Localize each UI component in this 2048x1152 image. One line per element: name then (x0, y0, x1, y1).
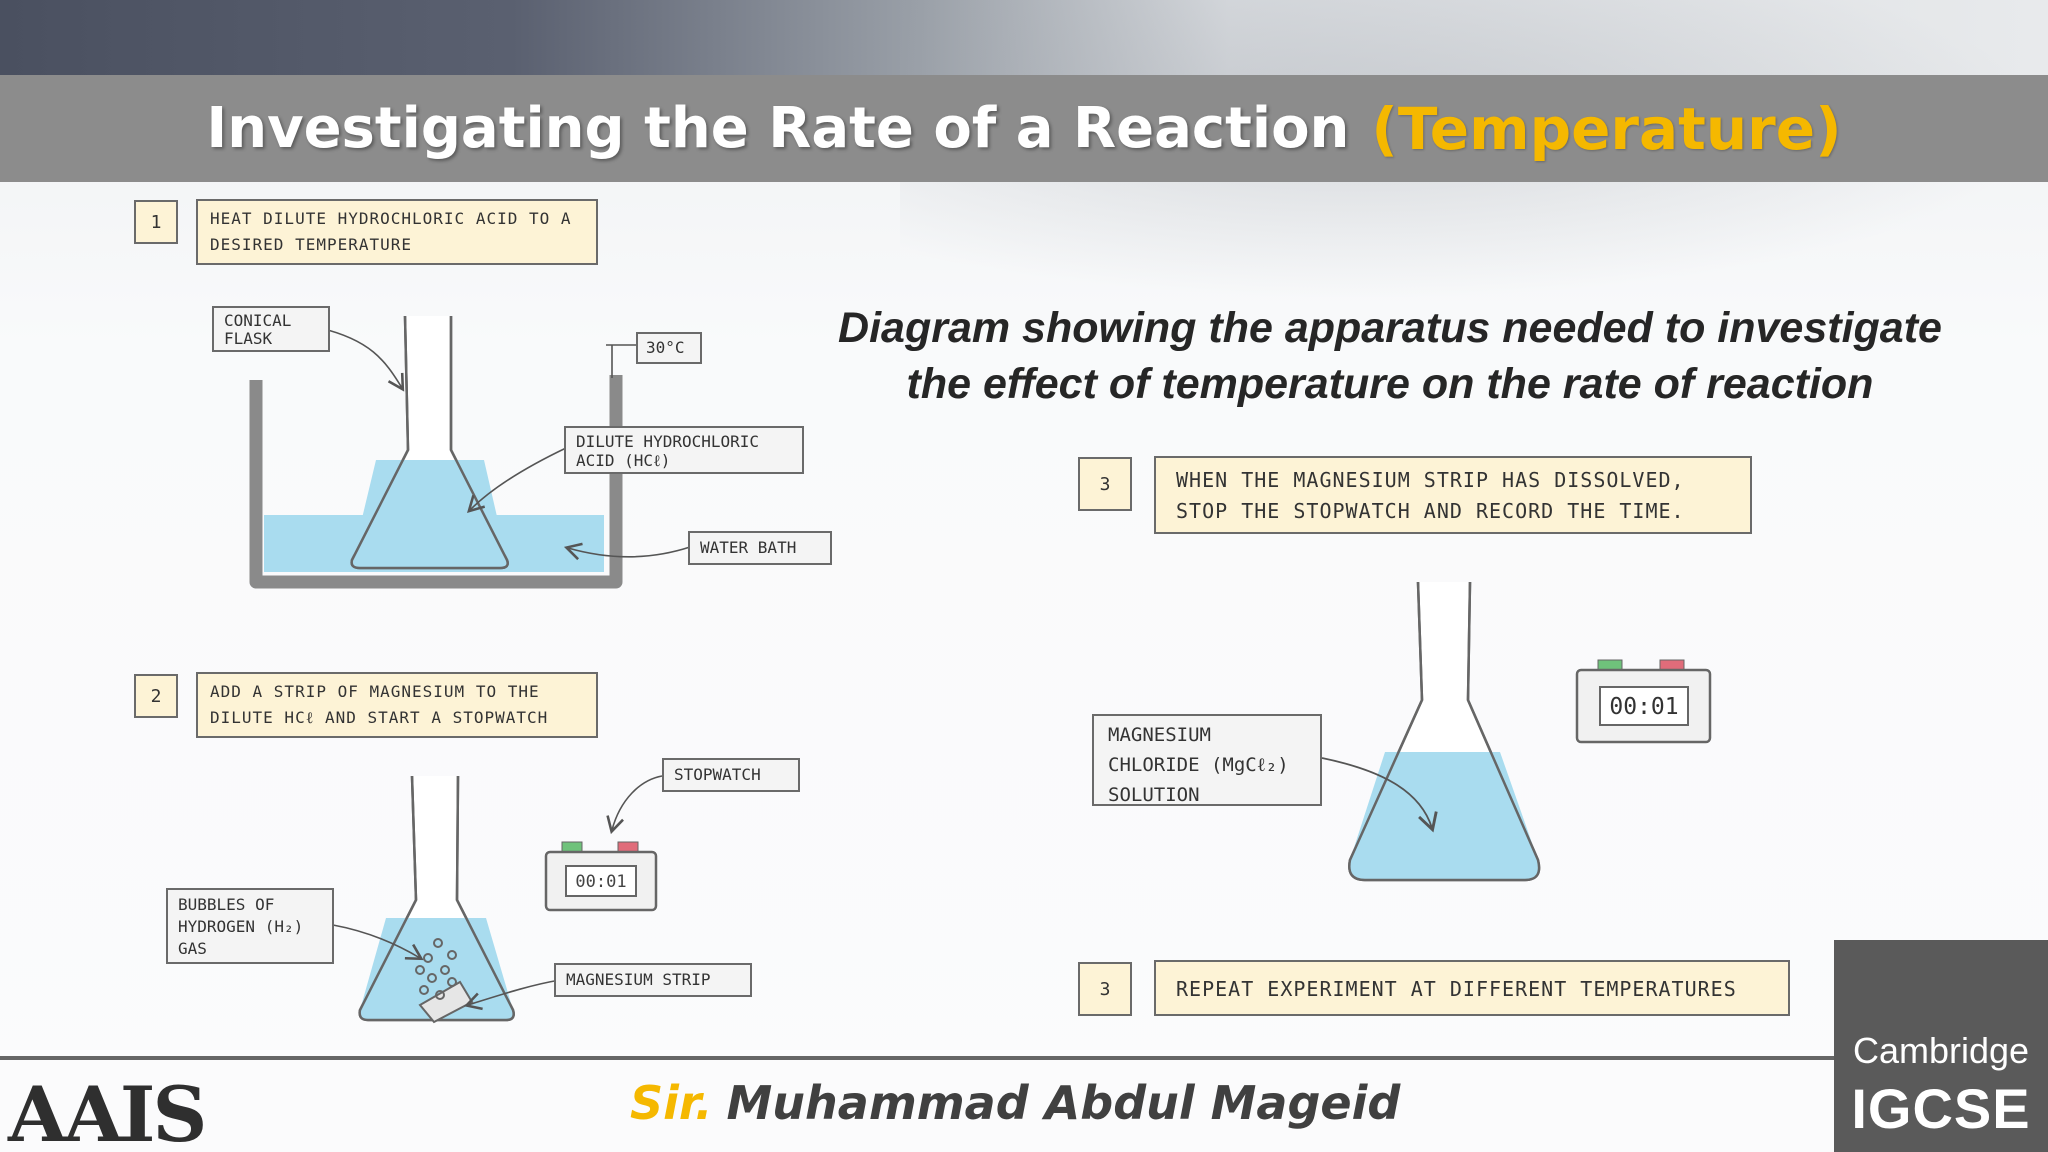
step-2-line-2: DILUTE HCℓ AND START A STOPWATCH (210, 708, 549, 727)
step-3-instruction: WHEN THE MAGNESIUM STRIP HAS DISSOLVED, … (1154, 456, 1752, 534)
title-bar: Investigating the Rate of a Reaction (Te… (0, 75, 2048, 182)
badge-igcse: IGCSE (1851, 1077, 2031, 1140)
diagram-caption: Diagram showing the apparatus needed to … (780, 300, 2000, 412)
author-prefix: Sir. (630, 1076, 713, 1130)
water-bath-setup (249, 315, 691, 589)
flask-3-solution (1349, 752, 1540, 880)
label-hydrogen-bubbles: BUBBLES OF HYDROGEN (H₂) GAS (166, 888, 334, 964)
stopwatch-large: 00:01 (1575, 659, 1712, 744)
label-magnesium-strip: MAGNESIUM STRIP (554, 963, 752, 997)
step-4-instruction: REPEAT EXPERIMENT AT DIFFERENT TEMPERATU… (1154, 960, 1790, 1016)
step-4-line-1: REPEAT EXPERIMENT AT DIFFERENT TEMPERATU… (1176, 977, 1737, 1001)
stopwatch-small-time: 00:01 (575, 872, 626, 892)
label-stopwatch: STOPWATCH (662, 758, 800, 792)
step-2-line-1: ADD A STRIP OF MAGNESIUM TO THE (210, 682, 540, 701)
hydrogen-bubbles (415, 938, 457, 1000)
stopwatch-large-time: 00:01 (1609, 694, 1678, 720)
footer-divider (0, 1056, 1840, 1060)
step-2-number: 2 (134, 674, 178, 718)
caption-line-1: Diagram showing the apparatus needed to … (838, 304, 1942, 352)
step-3-number: 3 (1078, 457, 1132, 511)
result-setup: 00:01 (1321, 581, 1712, 882)
step-4-number: 3 (1078, 962, 1132, 1016)
step-1-instruction: HEAT DILUTE HYDROCHLORIC ACID TO A DESIR… (196, 199, 598, 265)
step-2-instruction: ADD A STRIP OF MAGNESIUM TO THE DILUTE H… (196, 672, 598, 738)
water-bath-container (249, 375, 623, 589)
label-magnesium-chloride: MAGNESIUM CHLORIDE (MgCℓ₂) SOLUTION (1092, 714, 1322, 806)
aais-logo: AAIS (8, 1070, 207, 1152)
step-3-line-1: WHEN THE MAGNESIUM STRIP HAS DISSOLVED, (1176, 468, 1685, 492)
stopwatch-small: 00:01 (544, 841, 658, 912)
slide-title: Investigating the Rate of a Reaction (206, 96, 1350, 161)
top-background-strip (0, 0, 2048, 75)
magnesium-setup: 00:01 (332, 775, 663, 1024)
step-1-line-2: DESIRED TEMPERATURE (210, 235, 413, 254)
step-3-line-2: STOP THE STOPWATCH AND RECORD THE TIME. (1176, 499, 1685, 523)
label-conical-flask: CONICAL FLASK (212, 306, 330, 352)
label-water-bath: WATER BATH (688, 531, 832, 565)
badge-cambridge: Cambridge (1852, 1030, 2030, 1071)
step-1-line-1: HEAT DILUTE HYDROCHLORIC ACID TO A (210, 209, 572, 228)
author-credit: Sir. Muhammad Abdul Mageid (630, 1076, 1400, 1130)
step-1-number: 1 (134, 200, 178, 244)
label-temperature: 30°C (636, 332, 702, 364)
author-name: Muhammad Abdul Mageid (726, 1076, 1401, 1130)
caption-line-2: the effect of temperature on the rate of… (906, 360, 1874, 408)
label-dilute-hcl: DILUTE HYDROCHLORIC ACID (HCℓ) (564, 426, 804, 474)
slide-title-accent: (Temperature) (1371, 94, 1842, 163)
cambridge-igcse-badge: Cambridge IGCSE (1834, 940, 2048, 1152)
